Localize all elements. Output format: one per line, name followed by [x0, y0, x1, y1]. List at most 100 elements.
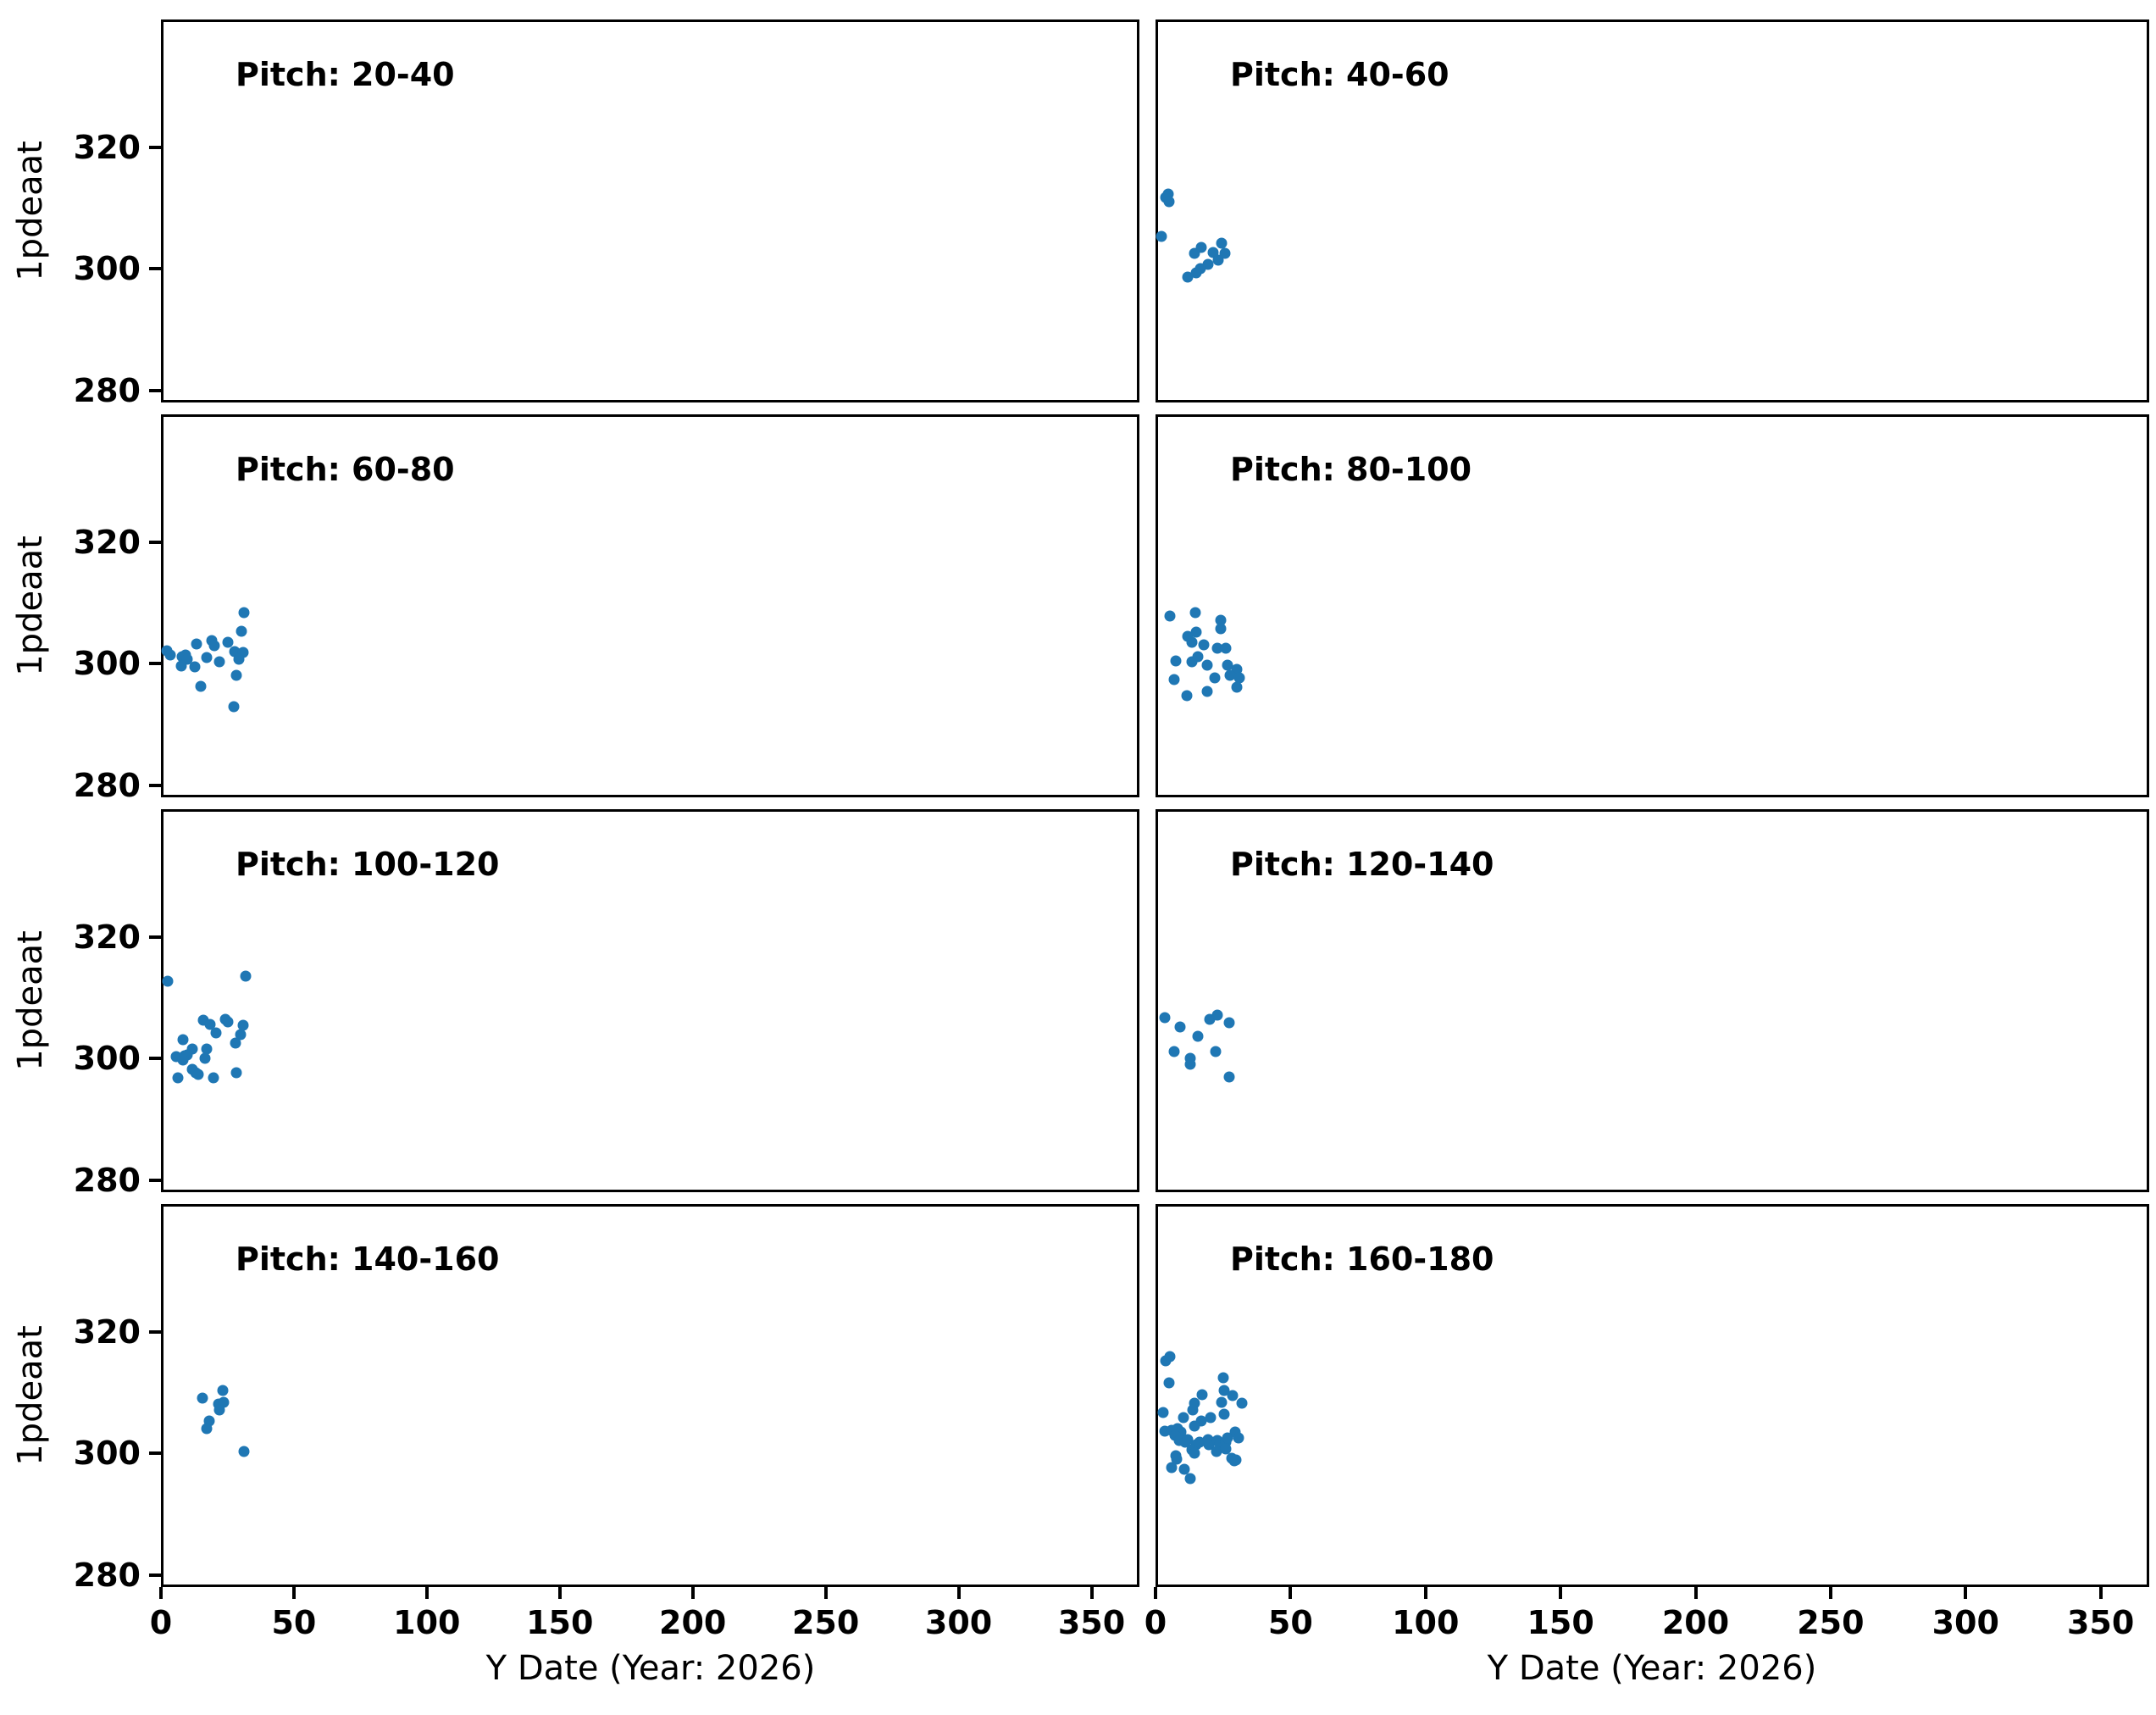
subplot-title: Pitch: 20-40	[236, 56, 455, 93]
subplot-pitch-60-80: Pitch: 60-80	[161, 414, 1139, 797]
x-tick-mark	[557, 1587, 562, 1599]
data-point	[1222, 1432, 1233, 1444]
data-point	[1181, 690, 1192, 702]
data-point	[1205, 1412, 1217, 1424]
x-tick-mark	[956, 1587, 961, 1599]
y-tick-mark	[149, 935, 161, 939]
data-point	[213, 1404, 225, 1416]
data-point	[189, 661, 201, 673]
data-point	[210, 1027, 222, 1039]
subplot-pitch-160-180: Pitch: 160-180	[1156, 1204, 2149, 1587]
x-tick-label: 350	[2066, 1604, 2135, 1641]
data-point	[235, 1029, 247, 1041]
data-point	[1230, 1454, 1242, 1466]
x-tick-mark	[424, 1587, 429, 1599]
data-point	[1236, 1397, 1248, 1409]
data-point	[230, 1067, 242, 1079]
data-point	[1195, 241, 1207, 253]
data-point	[1233, 1432, 1244, 1444]
x-axis-label: Y Date (Year: 2026)	[485, 1649, 816, 1688]
data-point	[1184, 1058, 1196, 1070]
y-axis-label: 1pdeaat	[0, 809, 61, 1192]
y-tick-label: 280	[73, 1161, 141, 1199]
x-tick-mark	[1964, 1587, 1968, 1599]
x-tick-mark	[1423, 1587, 1427, 1599]
y-axis-label: 1pdeaat	[0, 19, 61, 402]
y-tick-label: 300	[73, 645, 141, 683]
data-point	[238, 607, 250, 619]
data-point	[238, 1446, 250, 1457]
data-point	[1211, 1009, 1223, 1021]
x-axis-label: Y Date (Year: 2026)	[1487, 1649, 1817, 1688]
x-tick-label: 0	[149, 1604, 173, 1641]
data-point	[213, 656, 225, 668]
data-point	[1164, 610, 1176, 622]
y-tick-label: 280	[73, 371, 141, 409]
data-point	[1156, 230, 1167, 242]
data-point	[1218, 1385, 1229, 1396]
data-point	[1184, 1473, 1196, 1485]
subplot-title: Pitch: 120-140	[1230, 846, 1494, 883]
data-point	[192, 1068, 204, 1080]
data-point	[1209, 672, 1221, 684]
data-point	[1212, 254, 1224, 266]
y-tick-label: 300	[73, 1040, 141, 1078]
data-point	[1178, 1412, 1189, 1424]
subplot-title: Pitch: 40-60	[1230, 56, 1449, 93]
data-point	[208, 1072, 219, 1083]
data-point	[201, 1423, 213, 1435]
subplot-pitch-120-140: Pitch: 120-140	[1156, 809, 2149, 1192]
data-point	[236, 625, 247, 637]
data-point	[1190, 267, 1202, 279]
x-tick-label: 250	[791, 1604, 860, 1641]
data-point	[1220, 1443, 1232, 1454]
data-point	[1166, 1462, 1178, 1474]
subplot-title: Pitch: 160-180	[1230, 1240, 1494, 1278]
data-point	[1222, 659, 1233, 671]
y-tick-mark	[149, 1329, 161, 1334]
y-axis-label: 1pdeaat	[0, 414, 61, 797]
data-point	[177, 1054, 189, 1066]
subplot-title: Pitch: 60-80	[236, 451, 455, 488]
data-point	[1171, 1453, 1183, 1465]
x-tick-mark	[1559, 1587, 1563, 1599]
data-point	[197, 1392, 208, 1404]
x-tick-label: 100	[393, 1604, 461, 1641]
x-tick-label: 50	[1267, 1604, 1313, 1641]
subplot-pitch-140-160: Pitch: 140-160	[161, 1204, 1139, 1587]
data-point	[204, 1018, 216, 1030]
data-point	[1192, 1030, 1204, 1042]
data-point	[1201, 685, 1213, 697]
y-tick-mark	[149, 388, 161, 392]
data-point	[1168, 674, 1179, 685]
y-tick-mark	[149, 267, 161, 271]
data-point	[228, 701, 240, 713]
data-point	[1189, 1447, 1200, 1459]
data-point	[1231, 681, 1243, 693]
data-point	[1201, 659, 1213, 671]
data-point	[1227, 1390, 1239, 1401]
data-point	[1182, 271, 1194, 283]
data-point	[1164, 1351, 1176, 1363]
data-point	[1178, 1463, 1190, 1475]
data-point	[1224, 669, 1236, 681]
x-tick-label: 200	[659, 1604, 727, 1641]
data-point	[1215, 623, 1227, 635]
subplot-pitch-100-120: Pitch: 100-120	[161, 809, 1139, 1192]
subplot-pitch-40-60: Pitch: 40-60	[1156, 19, 2149, 402]
data-point	[230, 1037, 241, 1049]
data-point	[1187, 1404, 1199, 1416]
data-point	[1157, 1407, 1169, 1418]
y-tick-mark	[149, 1057, 161, 1061]
subplot-pitch-80-100: Pitch: 80-100	[1156, 414, 2149, 797]
data-point	[201, 652, 213, 663]
y-tick-mark	[149, 1178, 161, 1182]
data-point	[1186, 636, 1198, 648]
data-point	[222, 1016, 234, 1028]
x-tick-mark	[1693, 1587, 1698, 1599]
x-tick-mark	[1154, 1587, 1157, 1599]
data-point	[1211, 642, 1223, 654]
data-point	[230, 669, 242, 681]
y-tick-label: 300	[73, 1435, 141, 1473]
data-point	[217, 1385, 229, 1396]
